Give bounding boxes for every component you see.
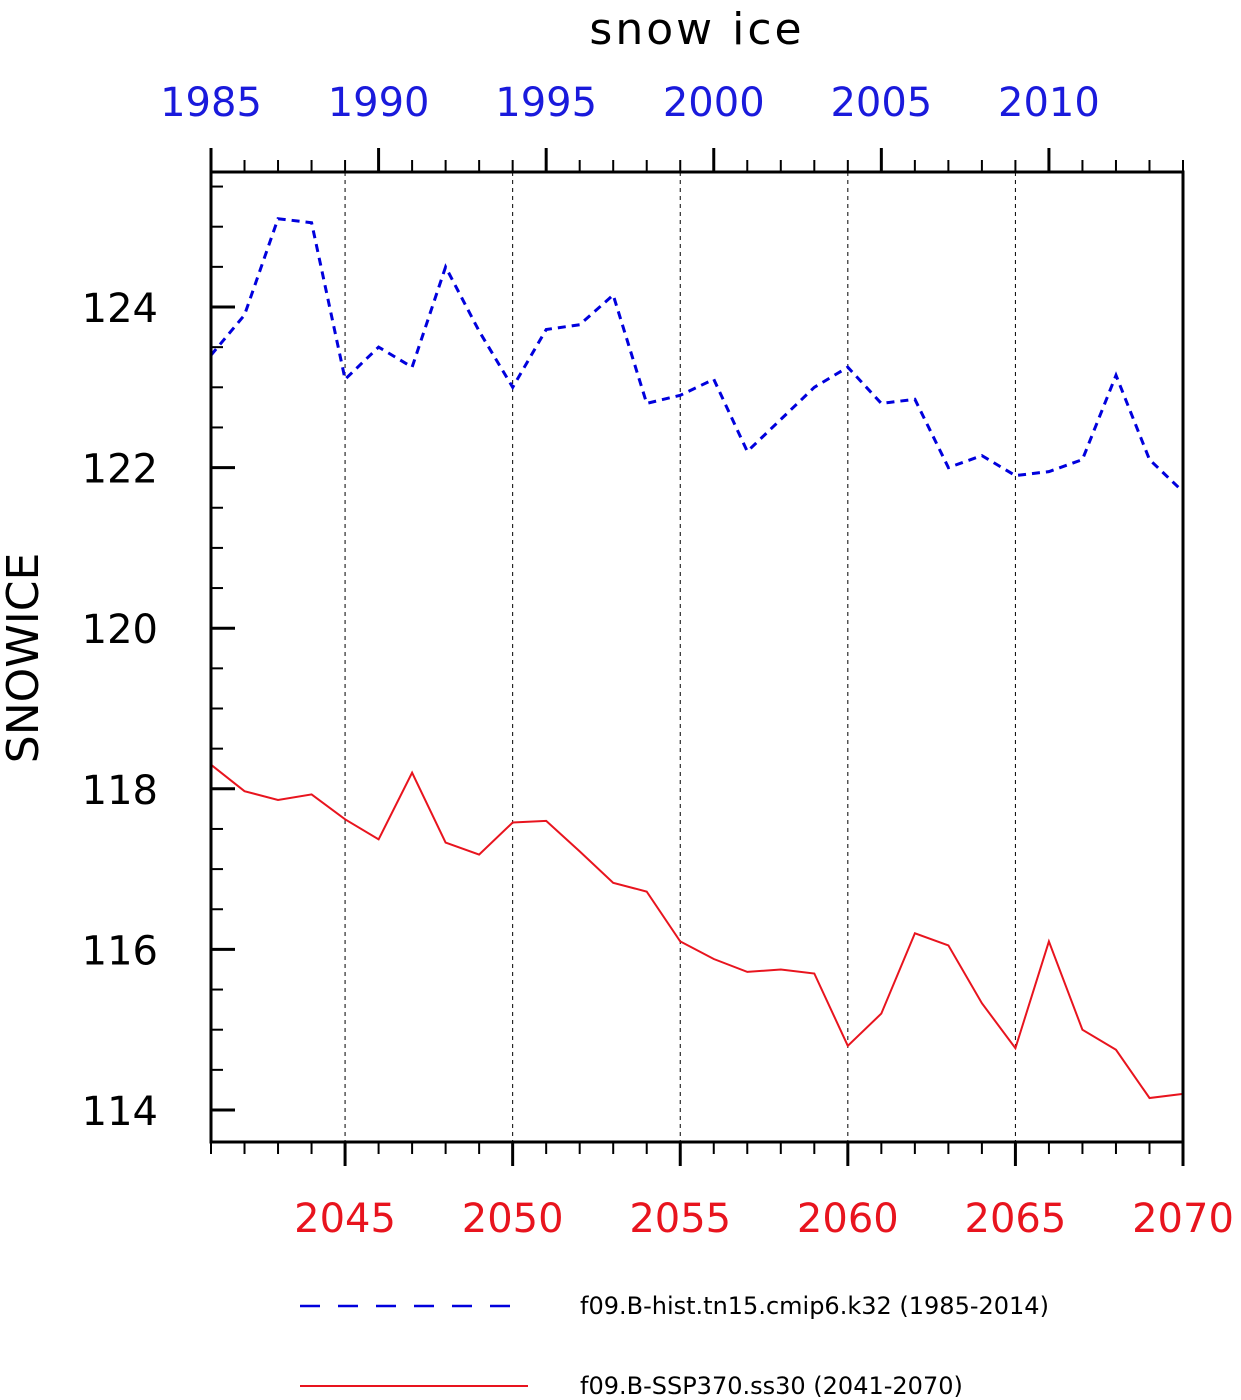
series-0-point-1999 (678, 393, 682, 397)
series-0-point-1986 (243, 313, 247, 317)
bottom-tick-label-2060: 2060 (797, 1196, 899, 1242)
series-0-point-2002 (779, 417, 783, 421)
series-1-point-2042 (243, 789, 247, 793)
series-1-point-2066 (1047, 939, 1051, 943)
series-0-point-2006 (913, 397, 917, 401)
series-1-point-2062 (913, 931, 917, 935)
series-0-point-1993 (477, 329, 481, 333)
series-0-point-2003 (812, 385, 816, 389)
series-1-point-2068 (1114, 1048, 1118, 1052)
series-1-point-2058 (779, 968, 783, 972)
axis-ticks (209, 148, 1185, 1166)
series-0-point-1996 (578, 323, 582, 327)
series-0-point-2011 (1080, 458, 1084, 462)
series-1-point-2045 (343, 817, 347, 821)
y-tick-label-114: 114 (82, 1089, 158, 1135)
series-1-point-2051 (544, 819, 548, 823)
series-0-point-2000 (712, 377, 716, 381)
series-0-point-2004 (846, 365, 850, 369)
series-0-point-1995 (544, 328, 548, 332)
series-layer (209, 217, 1185, 1100)
top-tick-label-1995: 1995 (495, 80, 597, 126)
series-1-point-2063 (946, 943, 950, 947)
series-1-point-2047 (410, 771, 414, 775)
grid-lines (344, 172, 1016, 1142)
series-1-point-2049 (477, 853, 481, 857)
series-1-point-2053 (611, 881, 615, 885)
top-tick-label-2005: 2005 (830, 80, 932, 126)
series-0-point-1998 (645, 401, 649, 405)
series-0-point-1997 (611, 293, 615, 297)
series-0-point-1988 (310, 221, 314, 225)
y-tick-label-122: 122 (82, 447, 158, 493)
series-1-point-2059 (812, 972, 816, 976)
series-1-point-2067 (1080, 1028, 1084, 1032)
series-1-point-2044 (310, 792, 314, 796)
legend: f09.B-hist.tn15.cmip6.k32 (1985-2014) f0… (300, 1292, 1049, 1400)
legend-label-hist: f09.B-hist.tn15.cmip6.k32 (1985-2014) (580, 1292, 1049, 1320)
series-0-point-2012 (1114, 373, 1118, 377)
series-1-point-2054 (645, 890, 649, 894)
top-tick-label-2000: 2000 (663, 80, 765, 126)
bottom-tick-label-2070: 2070 (1132, 1196, 1234, 1242)
series-0-point-2013 (1148, 458, 1152, 462)
series-1-point-2048 (444, 841, 448, 845)
bottom-tick-label-2065: 2065 (965, 1196, 1067, 1242)
series-line-0 (209, 217, 1185, 493)
bottom-axis-tick-labels: 2045 2050 2055 2060 2065 2070 (294, 1196, 1234, 1242)
top-tick-label-1985: 1985 (160, 80, 262, 126)
y-tick-label-120: 120 (82, 607, 158, 653)
series-0-point-1994 (511, 385, 515, 389)
top-tick-label-2010: 2010 (998, 80, 1100, 126)
series-1-point-2043 (276, 798, 280, 802)
series-0-point-2005 (879, 401, 883, 405)
series-0-point-1991 (410, 365, 414, 369)
legend-label-ssp370: f09.B-SSP370.ss30 (2041-2070) (580, 1372, 963, 1400)
series-line-1 (210, 763, 1184, 1100)
series-1-point-2055 (678, 939, 682, 943)
series-1-point-2065 (1013, 1046, 1017, 1050)
series-1-point-2056 (712, 957, 716, 961)
y-axis-label: SNOWICE (0, 553, 49, 763)
bottom-tick-label-2055: 2055 (629, 1196, 731, 1242)
series-0-point-2001 (745, 450, 749, 454)
chart-title: snow ice (589, 4, 804, 55)
series-0-point-2007 (946, 466, 950, 470)
bottom-tick-label-2050: 2050 (462, 1196, 564, 1242)
series-1-point-2060 (846, 1044, 850, 1048)
top-axis-tick-labels: 1985 1990 1995 2000 2005 2010 (160, 80, 1100, 126)
plot-frame (209, 170, 1185, 1144)
series-0-point-1987 (276, 217, 280, 221)
series-1-point-2052 (578, 849, 582, 853)
series-1-point-2061 (879, 1012, 883, 1016)
series-1-point-2064 (980, 1001, 984, 1005)
y-tick-label-124: 124 (82, 286, 158, 332)
series-0-point-2009 (1013, 474, 1017, 478)
series-0-point-1989 (343, 377, 347, 381)
y-tick-label-118: 118 (82, 768, 158, 814)
series-1-point-2050 (511, 821, 515, 825)
series-0-point-2008 (980, 454, 984, 458)
series-1-point-2069 (1148, 1096, 1152, 1100)
series-1-point-2046 (377, 837, 381, 841)
series-0-point-1992 (444, 265, 448, 269)
series-1-point-2057 (745, 970, 749, 974)
top-tick-label-1990: 1990 (328, 80, 430, 126)
bottom-tick-label-2045: 2045 (294, 1196, 396, 1242)
y-axis-tick-labels: 114 116 118 120 122 124 (82, 286, 158, 1135)
series-0-point-2010 (1047, 470, 1051, 474)
y-tick-label-116: 116 (82, 928, 158, 974)
series-0-point-1990 (377, 345, 381, 349)
